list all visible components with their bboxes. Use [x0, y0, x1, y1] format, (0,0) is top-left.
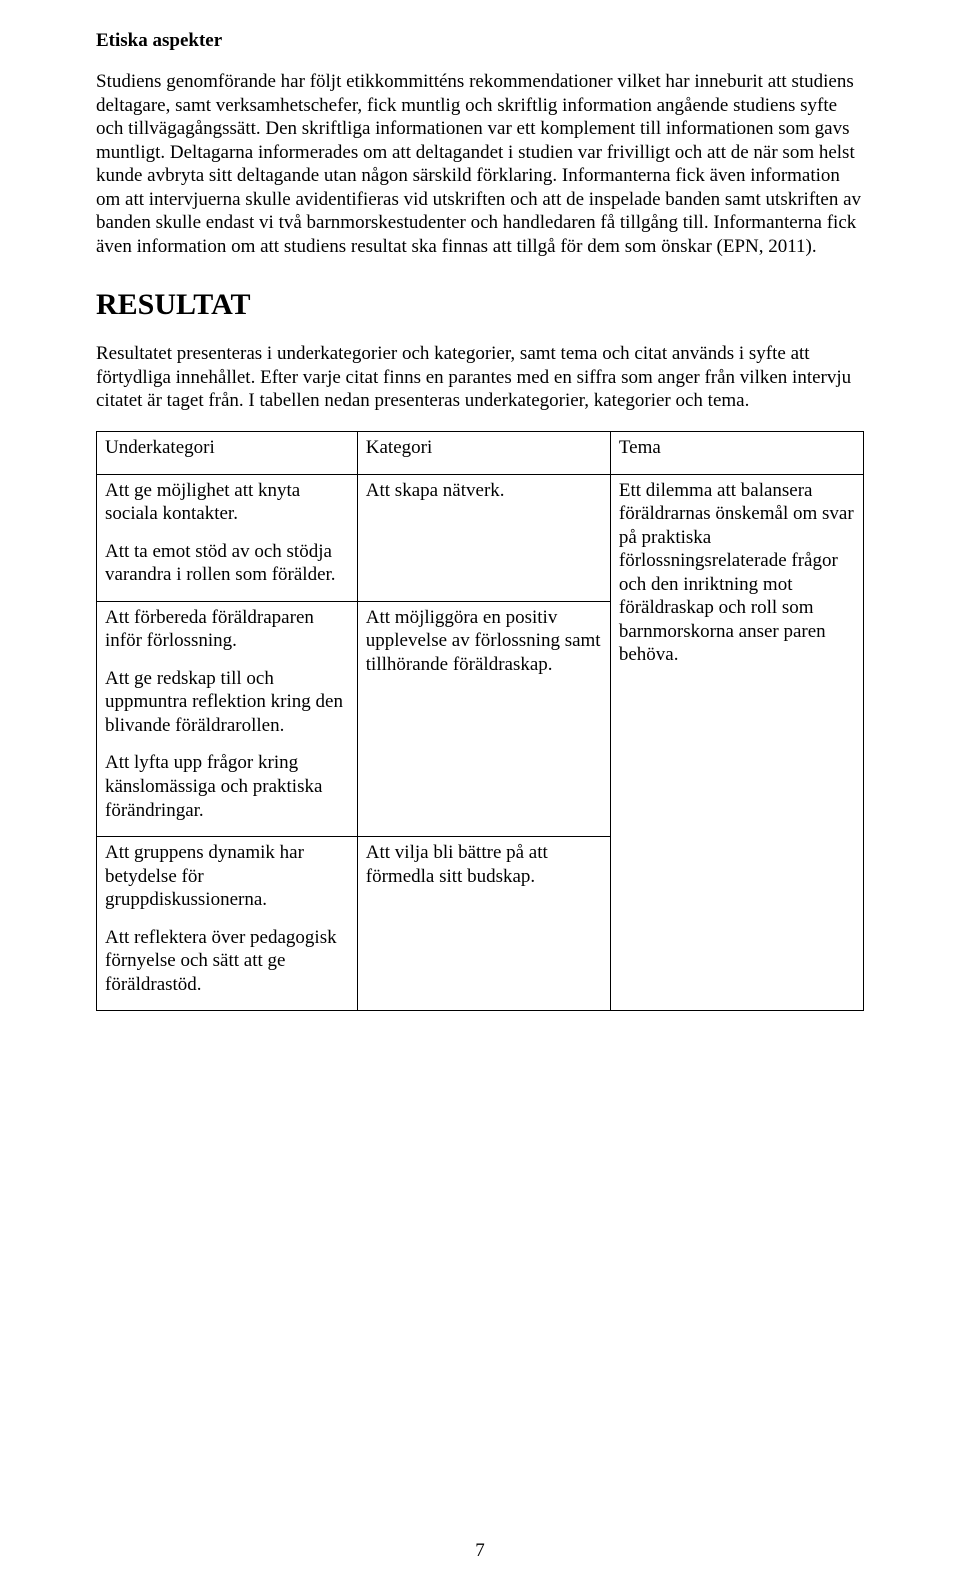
table-cell: Att skapa nätverk. [357, 474, 610, 601]
cell-text: Att ge redskap till och uppmuntra reflek… [105, 667, 349, 738]
cell-text: Att ta emot stöd av och stödja varandra … [105, 540, 349, 587]
document-page: Etiska aspekter Studiens genomförande ha… [0, 0, 960, 1582]
table-cell: Att gruppens dynamik har betydelse för g… [97, 837, 358, 1011]
table-cell: Att förbereda föräldraparen inför förlos… [97, 601, 358, 836]
cell-text: Att reflektera över pedagogisk förnyelse… [105, 926, 349, 997]
page-number: 7 [0, 1540, 960, 1562]
table-row: Underkategori Kategori Tema [97, 432, 864, 475]
table-cell: Att vilja bli bättre på att förmedla sit… [357, 837, 610, 1011]
section-heading-etiska: Etiska aspekter [96, 30, 864, 52]
categories-table: Underkategori Kategori Tema Att ge möjli… [96, 431, 864, 1011]
cell-text: Att förbereda föräldraparen inför förlos… [105, 606, 349, 653]
cell-text: Att lyfta upp frågor kring känslomässiga… [105, 751, 349, 822]
table-header-underkategori: Underkategori [97, 432, 358, 475]
table-header-kategori: Kategori [357, 432, 610, 475]
paragraph-etiska: Studiens genomförande har följt etikkomm… [96, 70, 864, 258]
table-row: Att ge möjlighet att knyta sociala konta… [97, 474, 864, 601]
cell-text: Att gruppens dynamik har betydelse för g… [105, 841, 349, 912]
table-cell: Att möjliggöra en positiv upplevelse av … [357, 601, 610, 836]
table-cell: Ett dilemma att balansera föräldrarnas ö… [610, 474, 863, 1011]
table-header-tema: Tema [610, 432, 863, 475]
cell-text: Att ge möjlighet att knyta sociala konta… [105, 479, 349, 526]
paragraph-resultat: Resultatet presenteras i underkategorier… [96, 342, 864, 413]
table-cell: Att ge möjlighet att knyta sociala konta… [97, 474, 358, 601]
heading-resultat: RESULTAT [96, 288, 864, 322]
